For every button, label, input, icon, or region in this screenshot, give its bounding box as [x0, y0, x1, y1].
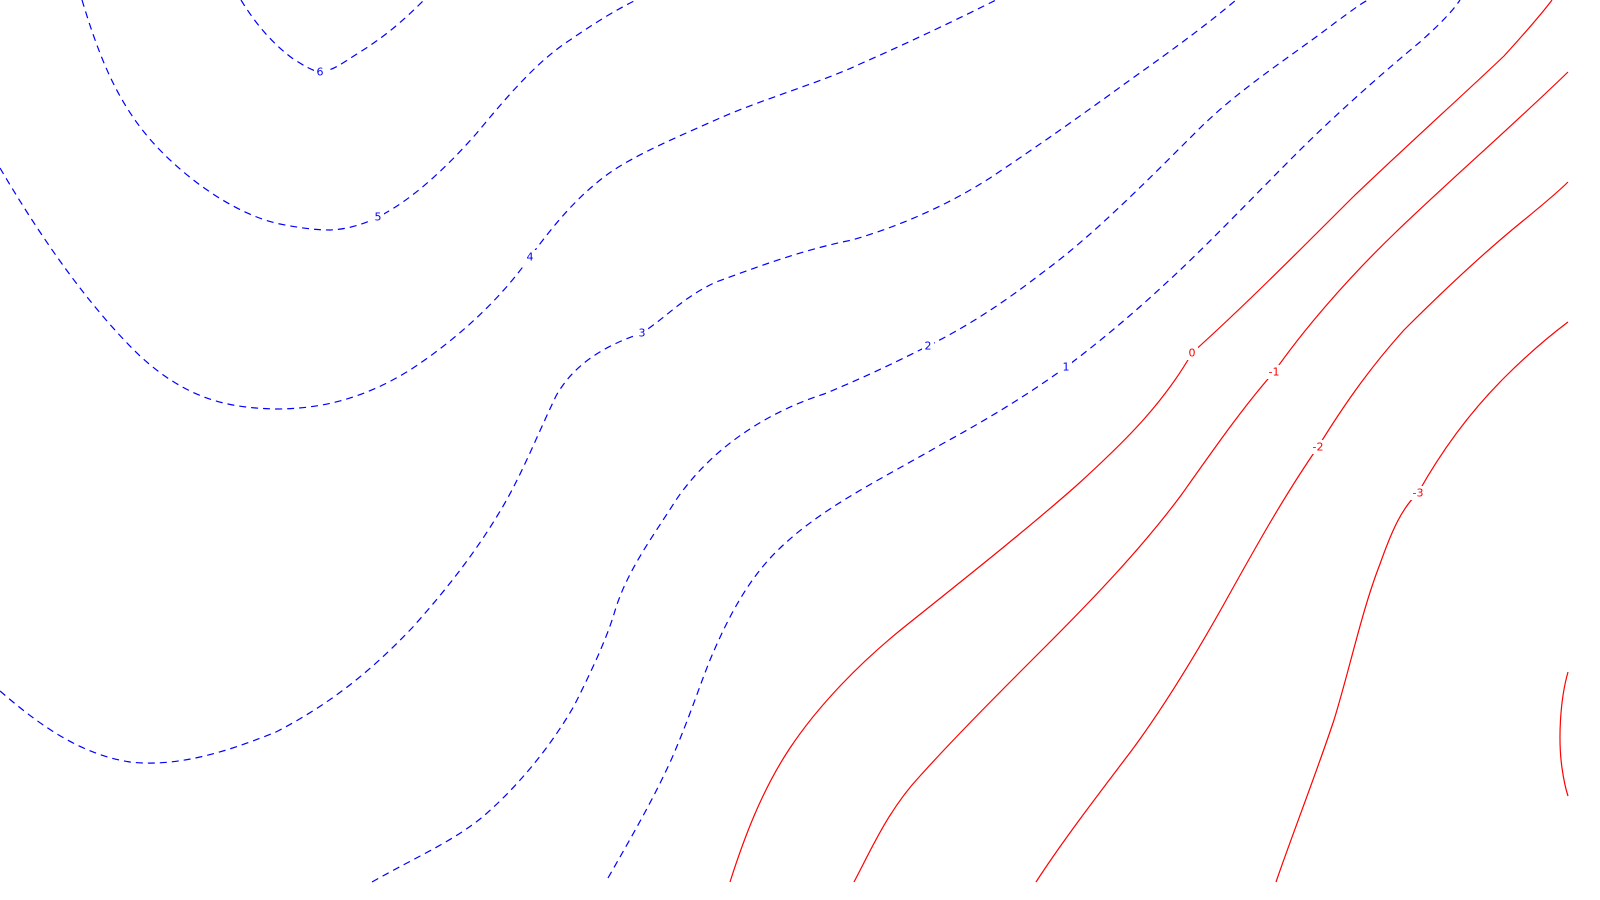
- contour-label-bg-0: [1186, 346, 1198, 360]
- contour-line-1: [607, 0, 1461, 879]
- contour-label-bg-6: [314, 65, 326, 79]
- contour-line-neg3-seg2: [1559, 671, 1569, 797]
- contour-label-group-1: 1: [1060, 360, 1072, 374]
- contour-label-3: 3: [639, 327, 646, 340]
- contour-label-5: 5: [375, 211, 382, 224]
- contour-label-bg-neg3: [1409, 486, 1427, 500]
- contour-label-bg-neg1: [1265, 365, 1283, 379]
- contour-label-group-5: 5: [372, 210, 384, 224]
- contour-label-bg-2: [922, 339, 934, 353]
- contour-label-group-0: 0: [1186, 346, 1198, 360]
- contour-label-group-neg2: -2: [1309, 440, 1327, 454]
- contour-line-neg1: [853, 71, 1569, 883]
- contour-line-3: [0, 0, 1237, 764]
- contour-label-group-4: 4: [524, 250, 536, 264]
- contour-label-bg-3: [636, 326, 648, 340]
- contour-label-1: 1: [1063, 361, 1070, 374]
- contour-label-bg-4: [524, 250, 536, 264]
- contour-label-group-2: 2: [922, 339, 934, 353]
- contour-label-group-3: 3: [636, 326, 648, 340]
- contour-label-neg1: -1: [1269, 366, 1280, 379]
- contour-label-bg-1: [1060, 360, 1072, 374]
- contour-label-0: 0: [1189, 347, 1196, 360]
- contour-line-5: [81, 0, 637, 231]
- contour-label-neg3: -3: [1413, 487, 1424, 500]
- contour-line-neg2: [1035, 181, 1569, 883]
- contour-label-group-neg3: -3: [1409, 486, 1427, 500]
- contour-label-2: 2: [925, 340, 932, 353]
- contour-lines: [0, 0, 1569, 883]
- contour-label-bg-5: [372, 210, 384, 224]
- contour-line-neg3-seg1: [1275, 321, 1569, 883]
- contour-line-6: [240, 0, 425, 73]
- contour-label-6: 6: [317, 66, 324, 79]
- contour-label-neg2: -2: [1313, 441, 1324, 454]
- contour-label-bg-neg2: [1309, 440, 1327, 454]
- contour-line-4: [0, 0, 997, 410]
- contour-label-4: 4: [527, 251, 534, 264]
- contour-labels: 6 5 4 3 2 1 0 -1 -2 -3: [314, 65, 1427, 500]
- contour-label-group-6: 6: [314, 65, 326, 79]
- contour-label-group-neg1: -1: [1265, 365, 1283, 379]
- contour-line-2: [371, 0, 1369, 883]
- contour-line-0: [729, 0, 1553, 883]
